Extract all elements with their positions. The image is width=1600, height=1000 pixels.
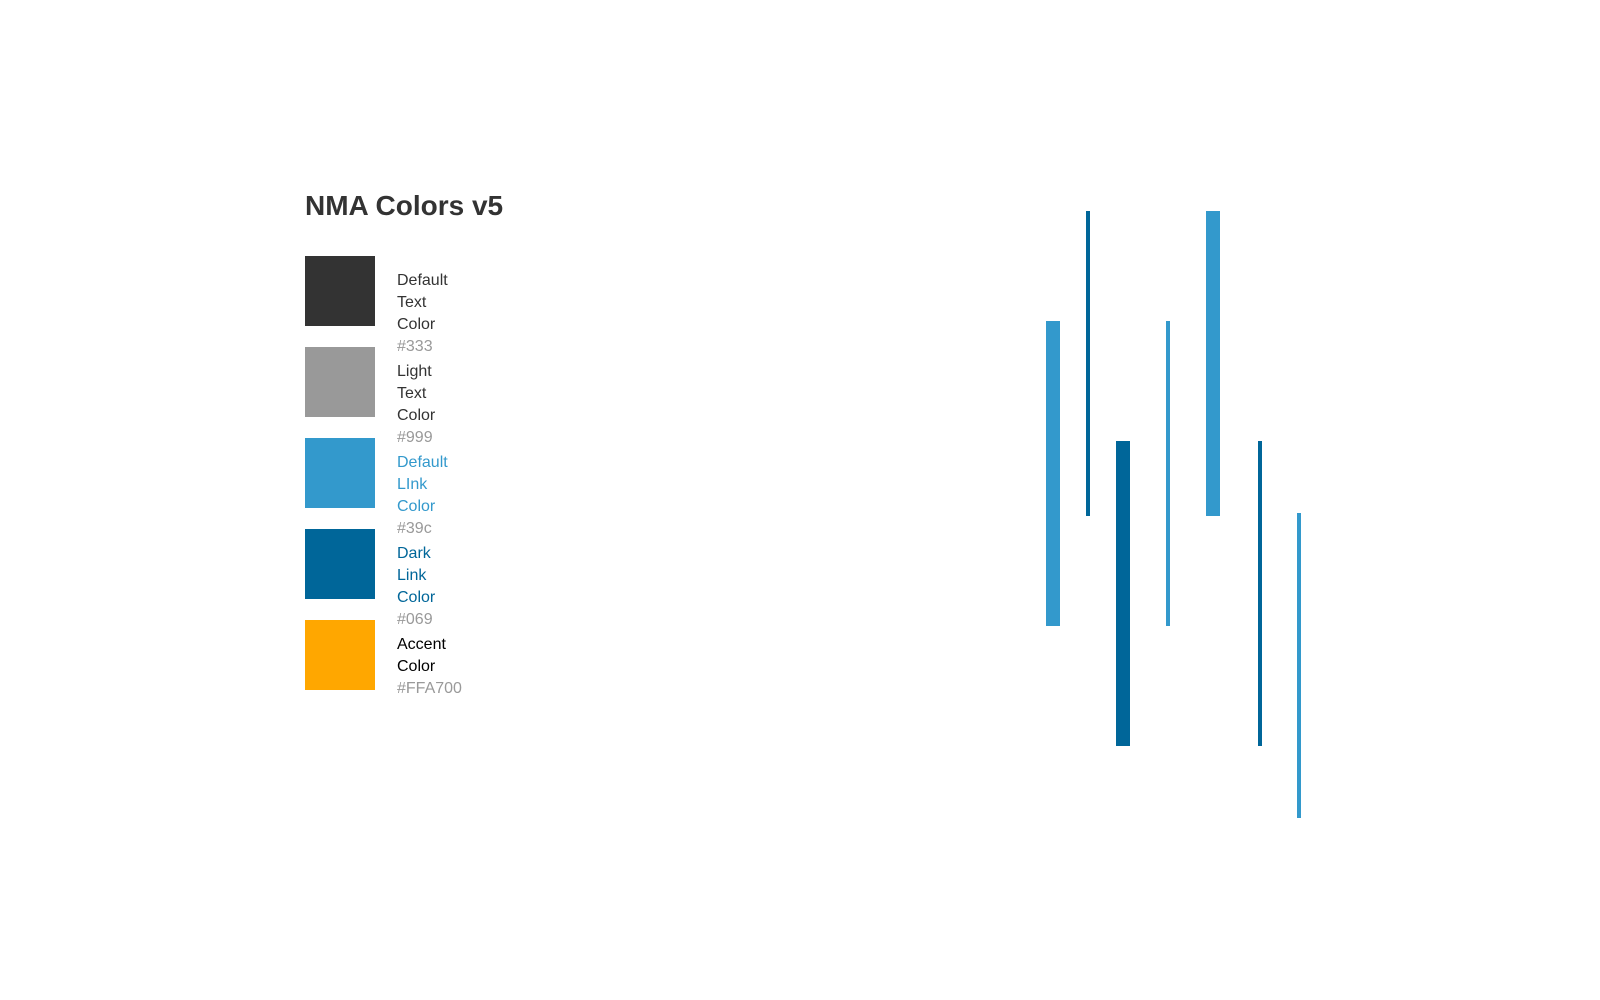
swatch-text: Dark Link Color #069 [397, 543, 435, 631]
swatch-text: Default Text Color #333 [397, 270, 448, 358]
swatch-hex-value: #39c [397, 520, 432, 537]
decor-bar [1086, 211, 1090, 516]
decor-bar [1116, 441, 1130, 746]
swatch-name: Default Text Color [397, 272, 448, 333]
decor-bar [1206, 211, 1220, 516]
decor-bar [1046, 321, 1060, 626]
decor-bar [1166, 321, 1170, 626]
swatch-hex-value: #333 [397, 338, 433, 355]
swatch-name: Default LInk Color [397, 454, 448, 515]
swatch-name: Dark Link Color [397, 545, 436, 606]
swatch-name: Accent Color [397, 636, 446, 675]
color-swatch-accent [305, 620, 375, 690]
swatch-hex-value: #069 [397, 611, 433, 628]
swatch-name: Light Text Color [397, 363, 436, 424]
swatch-hex-value: #999 [397, 429, 433, 446]
decor-bar [1297, 513, 1301, 818]
color-swatch-dark-link [305, 529, 375, 599]
swatch-text: Accent Color #FFA700 [397, 634, 462, 700]
color-swatch-default-text [305, 256, 375, 326]
page-title: NMA Colors v5 [305, 190, 504, 221]
color-swatch-light-text [305, 347, 375, 417]
color-swatch-default-link [305, 438, 375, 508]
swatch-text: Default LInk Color #39c [397, 452, 448, 540]
decor-bar [1258, 441, 1262, 746]
swatch-text: Light Text Color #999 [397, 361, 435, 449]
swatch-hex-value: #FFA700 [397, 680, 462, 697]
